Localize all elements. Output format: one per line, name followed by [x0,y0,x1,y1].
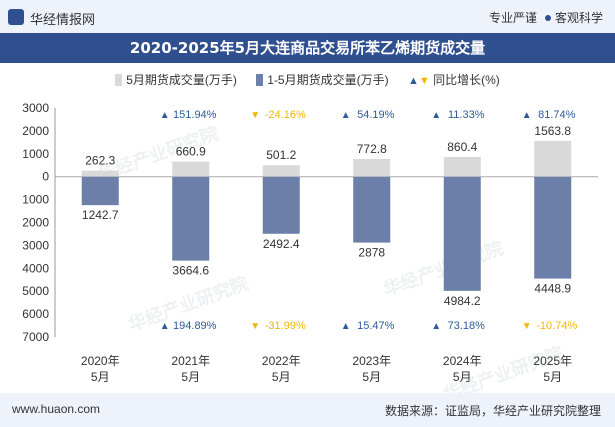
y-tick-label: 2000 [22,216,49,230]
y-tick-label: 3000 [22,238,49,252]
up-triangle-icon: ▲ [341,321,351,332]
growth-ytd-label: 73.18% [448,320,486,332]
ytd-volume-bar [262,176,300,234]
growth-may-label: 11.33% [448,109,485,121]
ytd-value-label: 4984.2 [444,294,481,308]
growth-ytd-label: -10.74% [536,320,577,332]
slogan-1: 专业严谨 [488,11,537,25]
header-slogan: 专业严谨 客观科学 [489,9,603,26]
growth-may-label: 151.94% [173,109,217,121]
down-triangle-icon: ▼ [522,321,532,332]
up-triangle-icon: ▲ [160,321,170,332]
may-volume-bar [172,161,210,177]
y-tick-label: 1000 [22,193,49,207]
growth-ytd-label: 15.47% [357,320,395,332]
ytd-value-label: 2878 [358,246,385,260]
chart-svg: 3000 2000 1000 0 1000 2000 3000 4000 5000 6000 700… [22,101,598,384]
may-volume-bar [443,156,481,177]
may-value-label: 1563.8 [534,124,571,138]
x-tick-label: 2024年 [443,354,482,368]
x-tick-label: 5月 [362,370,381,384]
growth-may-label: 54.19% [357,109,395,121]
ytd-volume-bar [534,176,572,279]
legend-ytd: 1-5月期货成交量(万手) [256,71,389,88]
growth-may-label: 81.74% [538,109,576,121]
ytd-value-label: 3664.6 [172,264,209,278]
header-bar: 华经情报网 专业严谨 客观科学 [0,0,615,33]
brand-name: 华经情报网 [30,12,96,27]
up-triangle-icon: ▲ [522,110,532,121]
y-tick-label: 7000 [22,330,49,344]
y-tick-label: 3000 [22,101,49,115]
logo-icon [8,9,24,25]
footer-website: www.huaon.com [12,402,101,416]
ytd-value-label: 4448.9 [534,282,571,296]
up-triangle-icon: ▲ [431,321,441,332]
ytd-volume-bar [443,176,481,291]
dot-icon [544,15,551,21]
y-tick-label: 6000 [22,307,49,321]
legend-ytd-label: 1-5月期货成交量(万手) [267,73,389,87]
may-volume-bar [534,140,572,177]
x-tick-label: 5月 [453,370,472,384]
y-tick-label: 2000 [22,124,49,138]
up-triangle-icon: ▲ [407,75,419,87]
y-tick-label: 4000 [22,261,49,275]
x-tick-label: 5月 [181,370,200,384]
x-tick-label: 5月 [91,370,110,384]
ytd-volume-bar [81,176,119,206]
may-value-label: 772.8 [357,142,387,156]
x-tick-label: 5月 [272,370,291,384]
x-tick-label: 2022年 [262,354,301,368]
legend-growth-label: 同比增长(%) [433,73,500,87]
x-tick-label: 2023年 [352,354,391,368]
x-tick-label: 2021年 [171,354,210,368]
ytd-value-label: 2492.4 [263,237,300,251]
may-value-label: 262.3 [85,154,115,168]
down-triangle-icon: ▼ [418,75,430,87]
legend-may-label: 5月期货成交量(万手) [126,73,237,87]
up-triangle-icon: ▲ [341,110,351,121]
title-bar: 2020-2025年5月大连商品交易所苯乙烯期货成交量 [0,33,615,63]
chart-title: 2020-2025年5月大连商品交易所苯乙烯期货成交量 [129,39,486,57]
may-volume-bar [262,165,300,177]
chart-legend: 5月期货成交量(万手) 1-5月期货成交量(万手) ▲▼ 同比增长(%) [0,71,615,89]
down-triangle-icon: ▼ [250,110,260,121]
x-tick-label: 5月 [543,370,562,384]
y-tick-label: 0 [42,170,49,184]
up-triangle-icon: ▲ [431,110,441,121]
may-value-label: 501.2 [266,148,296,162]
may-volume-bar [81,170,119,177]
growth-may-label: -24.16% [265,109,306,121]
footer-source: 数据来源：证监局，华经产业研究院整理 [384,404,601,418]
legend-growth: ▲▼ 同比增长(%) [408,71,500,88]
slogan-2: 客观科学 [554,11,603,25]
may-volume-bar [353,159,391,177]
growth-ytd-label: -31.99% [265,320,306,332]
legend-ytd-swatch [256,74,264,86]
x-tick-label: 2020年 [81,354,120,368]
legend-may: 5月期货成交量(万手) [115,71,237,88]
legend-may-swatch [115,74,123,86]
down-triangle-icon: ▼ [250,321,260,332]
may-value-label: 660.9 [176,145,206,159]
footer-bar: www.huaon.com 数据来源：证监局，华经产业研究院整理 [0,393,615,427]
ytd-volume-bar [353,176,391,243]
y-tick-label: 5000 [22,284,49,298]
y-tick-label: 1000 [22,147,49,161]
x-tick-label: 2025年 [533,354,572,368]
ytd-volume-bar [172,176,210,261]
ytd-value-label: 1242.7 [82,208,119,222]
up-triangle-icon: ▲ [160,110,170,121]
may-value-label: 860.4 [447,140,477,154]
growth-ytd-label: 194.89% [173,320,217,332]
